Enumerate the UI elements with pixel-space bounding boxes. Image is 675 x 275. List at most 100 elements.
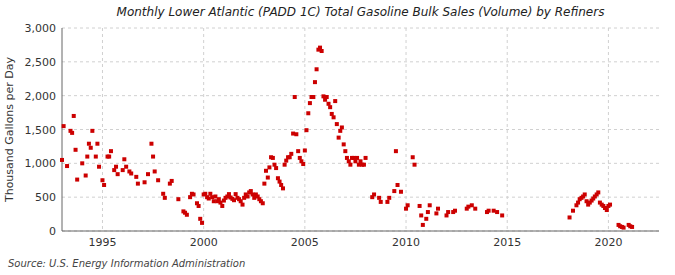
- point: [434, 211, 438, 215]
- point: [134, 175, 138, 179]
- point: [333, 99, 337, 103]
- point: [411, 155, 415, 159]
- point: [428, 203, 432, 207]
- y-grid-line: [62, 95, 659, 96]
- x-tick-label: 2010: [392, 236, 420, 249]
- point: [418, 204, 422, 208]
- point: [342, 142, 346, 146]
- point: [495, 210, 499, 214]
- point: [364, 156, 368, 160]
- point: [94, 155, 98, 159]
- point: [281, 186, 285, 190]
- point: [271, 156, 275, 160]
- point: [362, 163, 366, 167]
- y-tick-label: 2,500: [25, 56, 57, 69]
- y-grid-line: [62, 231, 659, 232]
- y-grid-line: [62, 61, 659, 62]
- point: [170, 179, 174, 183]
- point: [320, 49, 324, 53]
- point: [446, 210, 450, 214]
- point: [192, 192, 196, 196]
- point: [97, 165, 101, 169]
- point: [294, 132, 298, 136]
- point: [596, 190, 600, 194]
- point: [121, 168, 125, 172]
- point: [75, 178, 79, 182]
- point: [385, 200, 389, 204]
- point: [60, 158, 64, 162]
- point: [246, 194, 250, 198]
- point: [146, 172, 150, 176]
- chart: 19952000200520102015202005001,0001,5002,…: [0, 0, 675, 275]
- point: [340, 125, 344, 129]
- point: [313, 80, 317, 84]
- point: [466, 205, 470, 209]
- point: [337, 136, 341, 140]
- point: [261, 201, 265, 205]
- point: [109, 149, 113, 153]
- point: [311, 95, 315, 99]
- point: [124, 165, 128, 169]
- point: [129, 171, 133, 175]
- point: [274, 166, 278, 170]
- point: [399, 190, 403, 194]
- point: [100, 178, 104, 182]
- point: [200, 221, 204, 225]
- point: [406, 203, 410, 207]
- point: [308, 101, 312, 105]
- point: [65, 164, 69, 168]
- y-grid-line: [62, 28, 659, 29]
- point: [212, 199, 216, 203]
- point: [149, 142, 153, 146]
- point: [85, 155, 89, 159]
- point: [487, 209, 491, 213]
- point: [283, 163, 287, 167]
- point: [220, 204, 224, 208]
- point: [74, 148, 78, 152]
- point: [568, 215, 572, 219]
- point: [207, 197, 211, 201]
- point: [492, 209, 496, 213]
- point: [372, 192, 376, 196]
- point: [608, 203, 612, 207]
- point: [107, 155, 111, 159]
- points: [60, 46, 634, 230]
- point: [424, 217, 428, 221]
- point: [234, 192, 238, 196]
- point: [301, 162, 305, 166]
- point: [136, 182, 140, 186]
- point: [315, 67, 319, 71]
- point: [605, 208, 609, 212]
- axes: 19952000200520102015202005001,0001,5002,…: [25, 22, 660, 249]
- point: [571, 209, 575, 213]
- y-tick-label: 1,500: [25, 124, 57, 137]
- point: [453, 209, 457, 213]
- x-axis-line: [62, 231, 659, 232]
- point: [387, 196, 391, 200]
- point: [379, 200, 383, 204]
- point: [114, 165, 118, 169]
- point: [241, 203, 245, 207]
- y-tick-label: 2,000: [25, 90, 57, 103]
- point: [262, 182, 266, 186]
- source-note: Source: U.S. Energy Information Administ…: [8, 258, 245, 269]
- y-tick-label: 3,000: [25, 22, 57, 35]
- point: [161, 192, 165, 196]
- y-grid-line: [62, 129, 659, 130]
- point: [396, 183, 400, 187]
- point: [293, 95, 297, 99]
- y-axis-label: Thousand Gallons per Day: [3, 56, 16, 203]
- point: [419, 213, 423, 217]
- point: [87, 142, 91, 146]
- point: [355, 156, 359, 160]
- y-tick-label: 0: [49, 225, 56, 238]
- point: [163, 196, 167, 200]
- point: [143, 180, 147, 184]
- point: [332, 115, 336, 119]
- point: [89, 146, 93, 150]
- point: [325, 95, 329, 99]
- point: [473, 207, 477, 211]
- y-axis-line: [62, 28, 63, 231]
- point: [296, 149, 300, 153]
- point: [198, 217, 202, 221]
